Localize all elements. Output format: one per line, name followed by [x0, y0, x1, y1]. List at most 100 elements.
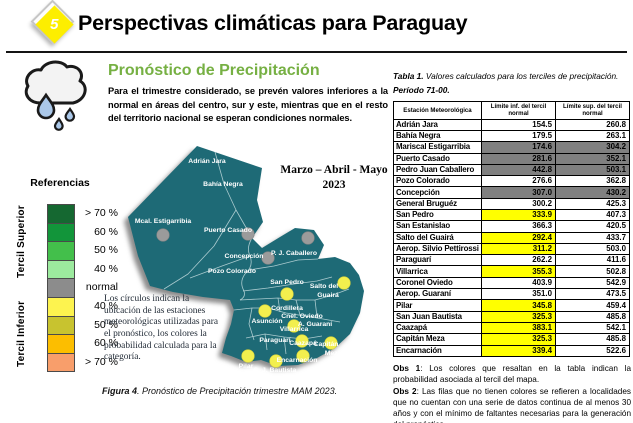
limit-sup-cell: 542.9: [555, 276, 630, 290]
limit-sup-cell: 503.1: [555, 163, 630, 177]
legend-label: > 70 %: [85, 207, 118, 219]
map-circles-note: Los círculos indican la ubicación de las…: [104, 294, 219, 363]
raindrop-large: [36, 92, 56, 120]
terciles-table-body: Adrián Jara 154.5 260.8 Bahía Negra 179.5 263…: [393, 118, 630, 357]
station-marker-san-pedro: [280, 287, 294, 301]
legend-title: Referencias: [30, 177, 90, 189]
limit-inf-cell: 351.0: [481, 288, 556, 301]
table-row: Paraguarí 262.2 411.6: [393, 254, 630, 267]
station-name-cell: Pedro Juan Caballero: [393, 163, 482, 177]
table-row: Aerop. Guaraní 351.0 473.5: [393, 288, 630, 301]
table-row: Aerop. Silvio Pettirossi 311.2 503.0: [393, 242, 630, 256]
legend-swatch: [48, 223, 74, 243]
limit-inf-cell: 262.2: [481, 254, 556, 267]
figure-caption: Figura 4. Pronóstico de Precipitación tr…: [102, 386, 337, 396]
map-label-encarnacion: Encarnación: [277, 357, 318, 364]
obs-1-label: Obs 1: [393, 364, 421, 373]
table-row: Mariscal Estigarribia 174.6 304.2: [393, 141, 630, 154]
map-label-pozo-colorado: Pozo Colorado: [208, 268, 256, 275]
limit-sup-cell: 425.3: [555, 197, 630, 211]
station-name-cell: Paraguarí: [393, 254, 482, 267]
limit-sup-cell: 459.4: [555, 299, 630, 312]
limit-sup-cell: 304.2: [555, 141, 630, 154]
limit-sup-cell: 263.1: [555, 129, 630, 143]
limit-inf-cell: 333.9: [481, 208, 556, 222]
badge-number: 5: [50, 16, 59, 33]
station-marker-encarnacion: [296, 349, 310, 363]
header-divider: [6, 51, 627, 53]
limit-inf-cell: 179.5: [481, 129, 556, 143]
table-row: San Estanislao 366.3 420.5: [393, 220, 630, 233]
legend-swatch: [48, 297, 74, 317]
table-row: Concepción 307.0 430.2: [393, 186, 630, 199]
obs-1-text: : Los colores que resaltan en la tabla i…: [393, 364, 631, 384]
map-label-puerto-casado: Puerto Casado: [204, 227, 252, 234]
map-label-guaira: Guairá: [317, 292, 339, 299]
table-row: Villarrica 355.3 502.8: [393, 265, 630, 278]
table-row: Salto del Guairá 292.4 433.7: [393, 231, 630, 244]
station-name-cell: San Juan Bautista: [393, 310, 482, 323]
obs-2-text: : Las filas que no tienen colores se ref…: [393, 386, 631, 423]
map-label-bahia-negra: Bahía Negra: [203, 181, 243, 188]
map-label-capitan: Capitán: [314, 341, 339, 348]
limit-inf-cell: 383.1: [481, 321, 556, 335]
station-name-cell: Aerop. Guaraní: [393, 288, 482, 301]
figure-caption-text: . Pronóstico de Precipitación trimestre …: [137, 386, 338, 396]
station-name-cell: Pilar: [393, 299, 482, 312]
table-row: Puerto Casado 281.6 352.1: [393, 152, 630, 165]
obs-2: Obs 2: Las filas que no tienen colores s…: [393, 387, 631, 423]
limit-inf-cell: 300.2: [481, 197, 556, 211]
limit-inf-cell: 339.4: [481, 344, 556, 357]
limit-inf-cell: 307.0: [481, 186, 556, 199]
limit-inf-cell: 276.6: [481, 175, 556, 188]
map-label-villarrica: Villarrica: [280, 326, 309, 333]
legend-label: 60 %: [94, 337, 118, 350]
table-row: San Juan Bautista 325.3 485.8: [393, 310, 630, 323]
station-name-cell: Caazapá: [393, 321, 482, 335]
station-name-cell: San Estanislao: [393, 220, 482, 233]
limit-sup-cell: 502.8: [555, 265, 630, 278]
limit-inf-cell: 281.6: [481, 152, 556, 165]
table-row: Bahía Negra 179.5 263.1: [393, 129, 630, 143]
limit-sup-cell: 260.8: [555, 118, 630, 131]
period-year: 2023: [322, 178, 346, 191]
limit-sup-cell: 420.5: [555, 220, 630, 233]
map-label-a-guarani: A. Guaraní: [298, 321, 333, 328]
limit-sup-cell: 407.3: [555, 208, 630, 222]
table-row: Capitán Meza 325.3 485.8: [393, 333, 630, 346]
station-name-cell: Puerto Casado: [393, 152, 482, 165]
station-name-cell: Villarrica: [393, 265, 482, 278]
limit-sup-cell: 522.6: [555, 344, 630, 357]
country-outline: [128, 146, 364, 366]
period-months: Marzo – Abril - Mayo: [280, 164, 388, 176]
col-header-limit-sup: Límite sup. del tercil normal: [555, 101, 630, 120]
station-marker-concepcion: [261, 251, 275, 265]
station-name-cell: Bahía Negra: [393, 129, 482, 143]
station-marker-mcal-estigarribia: [156, 228, 170, 242]
table-row: Pedro Juan Caballero 442.8 503.1: [393, 163, 630, 177]
limit-inf-cell: 355.3: [481, 265, 556, 278]
map-label-cnel-oviedo: Cnel. Oviedo: [281, 313, 323, 320]
station-name-cell: Salto del Guairá: [393, 231, 482, 244]
limit-sup-cell: 352.1: [555, 152, 630, 165]
map-label-asuncion: Asunción: [252, 318, 283, 325]
table-title: Tabla 1. Valores calculados para los ter…: [393, 71, 633, 81]
table-row: Adrián Jara 154.5 260.8: [393, 118, 630, 131]
legend-upper-tercile-label: Tercil Superior: [16, 205, 27, 279]
station-name-cell: Capitán Meza: [393, 333, 482, 346]
table-header-row: Estación Meteorológica Límite inf. del t…: [393, 101, 630, 120]
map-labels: Adrián Jara Bahía Negra Mcal. Estigarribia…: [135, 158, 342, 374]
map-label-adrian-jara: Adrián Jara: [188, 158, 226, 165]
station-marker-san-juan-bautista: [269, 354, 283, 368]
limit-inf-cell: 345.8: [481, 299, 556, 312]
table-row: Coronel Oviedo 403.9 542.9: [393, 276, 630, 290]
limit-sup-cell: 430.2: [555, 186, 630, 199]
station-marker-pedro-juan-caballero: [301, 231, 315, 245]
limit-inf-cell: 325.3: [481, 333, 556, 346]
rain-cloud-icon: [24, 60, 87, 131]
map-label-meza: Meza: [325, 350, 342, 357]
table-row: Pozo Colorado 276.6 362.8: [393, 175, 630, 188]
limit-sup-cell: 362.8: [555, 175, 630, 188]
map-label-san-pedro: San Pedro: [270, 279, 304, 286]
